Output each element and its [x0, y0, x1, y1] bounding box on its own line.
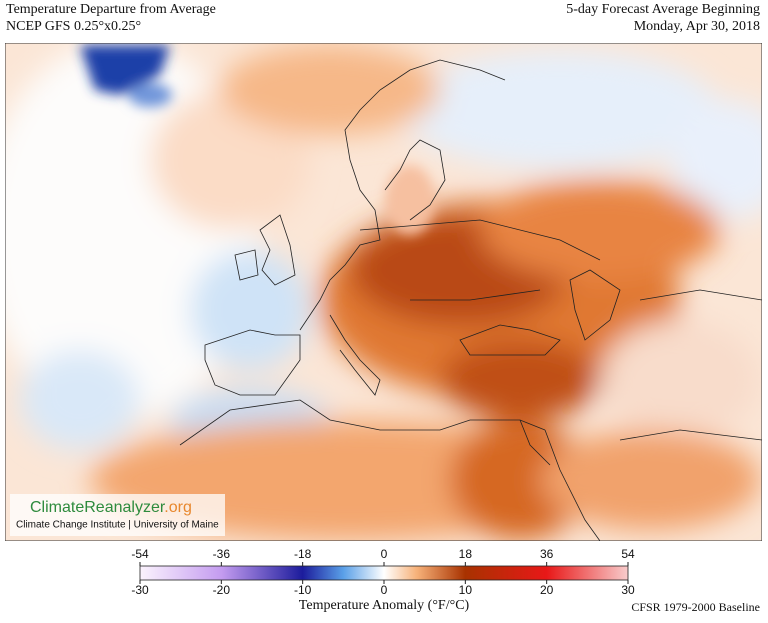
f-tick-label: 36 — [540, 547, 554, 561]
f-tick-label: -54 — [131, 547, 149, 561]
c-tick-label: 20 — [540, 583, 554, 597]
f-tick-label: 54 — [621, 547, 635, 561]
subtitle: NCEP GFS 0.25°x0.25° — [6, 19, 141, 34]
logo-suffix: .org — [164, 499, 192, 516]
f-tick-label: -18 — [294, 547, 312, 561]
colorbar: -54 -36 -18 0 18 36 54 -30 -20 -10 0 10 20 30 — [131, 547, 635, 597]
title-right: 5-day Forecast Average Beginning — [566, 2, 760, 17]
c-tick-label: 30 — [621, 583, 635, 597]
c-tick-label: -10 — [294, 583, 312, 597]
title: Temperature Departure from Average — [6, 2, 216, 17]
date: Monday, Apr 30, 2018 — [634, 19, 760, 34]
f-tick-label: 0 — [381, 547, 388, 561]
baseline: CFSR 1979-2000 Baseline — [631, 600, 760, 614]
colorbar-bar — [139, 565, 629, 581]
logo-name: ClimateReanalyzer — [30, 499, 166, 516]
c-tick-label: -30 — [131, 583, 149, 597]
c-tick-label: -20 — [213, 583, 231, 597]
svg-text:ClimateReanalyzer.org: ClimateReanalyzer.org — [30, 499, 192, 516]
c-tick-label: 10 — [459, 583, 473, 597]
logo: ClimateReanalyzer.org Climate Change Ins… — [10, 494, 225, 536]
map: ClimateReanalyzer.org Climate Change Ins… — [5, 43, 762, 541]
f-tick-label: 18 — [459, 547, 473, 561]
colorbar-label: Temperature Anomaly (°F/°C) — [299, 598, 470, 613]
logo-institution: Climate Change Institute | University of… — [16, 520, 219, 531]
c-tick-label: 0 — [381, 583, 388, 597]
f-tick-label: -36 — [213, 547, 231, 561]
